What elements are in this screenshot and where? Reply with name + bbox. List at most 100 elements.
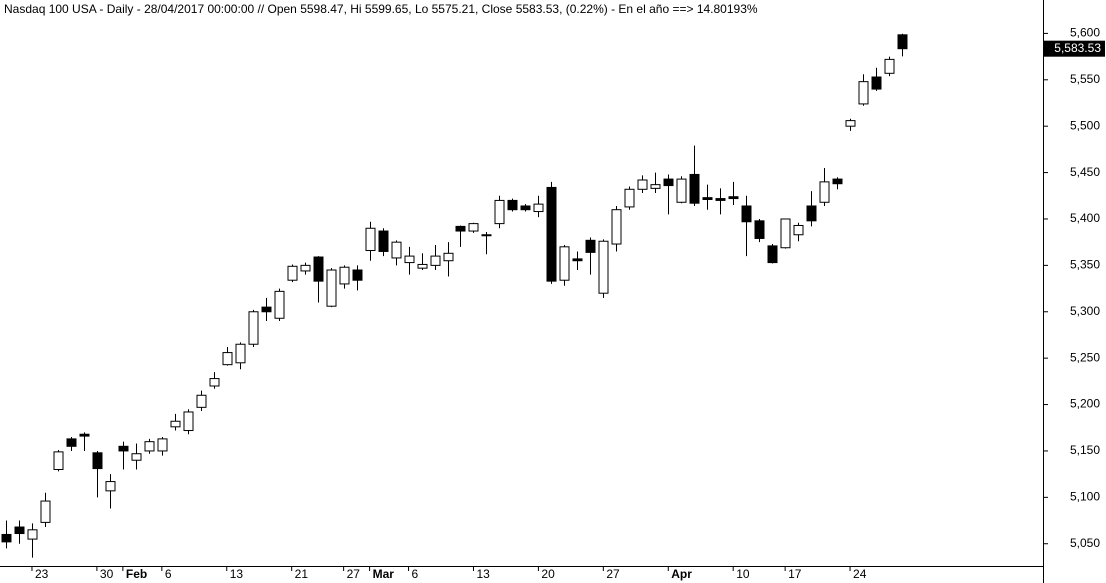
candle-body — [183, 411, 194, 432]
candle-body — [533, 203, 544, 213]
candle-body — [365, 227, 376, 252]
x-tick-label: Mar — [373, 567, 395, 581]
candle-body — [144, 441, 155, 452]
candle-body — [793, 224, 804, 236]
candle-body — [118, 445, 129, 452]
x-tick-label: Feb — [126, 567, 147, 581]
candle-body — [871, 76, 882, 90]
candle-body — [819, 181, 830, 203]
x-tick-label: Apr — [671, 567, 692, 581]
candle-body — [53, 451, 64, 471]
candle-body — [352, 269, 363, 281]
x-tick-label: 13 — [476, 567, 490, 581]
candle-body — [585, 239, 596, 253]
candle-body — [702, 197, 713, 200]
y-tick-label: 5,150 — [1070, 443, 1100, 457]
candle-body — [546, 186, 557, 282]
x-tick-label: 20 — [541, 567, 555, 581]
candle-body — [481, 234, 492, 237]
candle-body — [417, 263, 428, 269]
candle-body — [689, 173, 700, 204]
candle-body — [741, 205, 752, 223]
candle-body — [559, 246, 570, 281]
candle-body — [222, 352, 233, 366]
candle-body — [858, 81, 869, 105]
y-tick-label: 5,100 — [1070, 490, 1100, 504]
candle-body — [131, 453, 142, 461]
candle-body — [832, 178, 843, 185]
candle-body — [507, 199, 518, 211]
candle-body — [715, 198, 726, 201]
candle-body — [287, 265, 298, 281]
x-tick-label: 13 — [230, 567, 244, 581]
x-tick-label: 17 — [788, 567, 802, 581]
x-tick-label: 6 — [165, 567, 172, 581]
y-tick-label: 5,500 — [1070, 118, 1100, 132]
candle-body — [274, 290, 285, 319]
candle-body — [248, 311, 259, 345]
candle-body — [27, 529, 38, 540]
candle-body — [40, 500, 51, 523]
x-tick-label: 6 — [412, 567, 419, 581]
candle-body — [79, 433, 90, 437]
candle-body — [378, 230, 389, 252]
y-tick-label: 5,450 — [1070, 165, 1100, 179]
x-tick-label: 23 — [35, 567, 49, 581]
y-tick-label: 5,400 — [1070, 211, 1100, 225]
candle-body — [806, 205, 817, 222]
y-tick-label: 5,600 — [1070, 26, 1100, 40]
candle-body — [313, 256, 324, 282]
x-tick-label: 27 — [347, 567, 361, 581]
candle-body — [897, 34, 908, 50]
candle-body — [339, 266, 350, 285]
candle-body — [196, 394, 207, 408]
candle-body — [157, 438, 168, 452]
candle-body — [170, 420, 181, 428]
candle-body — [391, 241, 402, 259]
candle-body — [637, 179, 648, 190]
x-tick-label: 10 — [736, 567, 750, 581]
x-tick-label: 24 — [853, 567, 867, 581]
candle-body — [1, 533, 12, 543]
candle-body — [66, 438, 77, 447]
x-tick-label: 30 — [100, 567, 114, 581]
candle-body — [598, 240, 609, 294]
candle-body — [728, 196, 739, 200]
candle-body — [235, 343, 246, 364]
y-tick-label: 5,350 — [1070, 258, 1100, 272]
candle-body — [443, 252, 454, 262]
y-tick-label: 5,300 — [1070, 304, 1100, 318]
candle-body — [430, 255, 441, 266]
last-price-box — [1044, 40, 1105, 57]
candle-body — [884, 58, 895, 74]
candle-body — [754, 220, 765, 239]
y-tick-label: 5,550 — [1070, 72, 1100, 86]
candle-body — [468, 223, 479, 232]
candle-body — [676, 178, 687, 203]
candle-body — [494, 199, 505, 225]
chart-title: Nasdaq 100 USA - Daily - 28/04/2017 00:0… — [4, 2, 758, 16]
x-tick-label: 21 — [295, 567, 309, 581]
candle-body — [14, 526, 25, 535]
candle-body — [404, 255, 415, 264]
y-tick-label: 5,200 — [1070, 397, 1100, 411]
candle-body — [520, 205, 531, 211]
y-tick-label: 5,250 — [1070, 350, 1100, 364]
candle-body — [780, 218, 791, 249]
candle-body — [845, 120, 856, 127]
candle-body — [261, 306, 272, 313]
candle-body — [209, 378, 220, 387]
candle-body — [326, 269, 337, 307]
candle-body — [624, 188, 635, 208]
candle-body — [611, 209, 622, 245]
candle-body — [300, 264, 311, 272]
candle-body — [767, 245, 778, 264]
candle-body — [650, 184, 661, 189]
candle-body — [455, 225, 466, 232]
candle-body — [663, 178, 674, 187]
candle-body — [572, 258, 583, 262]
candle-body — [105, 481, 116, 492]
candle-body — [92, 452, 103, 470]
